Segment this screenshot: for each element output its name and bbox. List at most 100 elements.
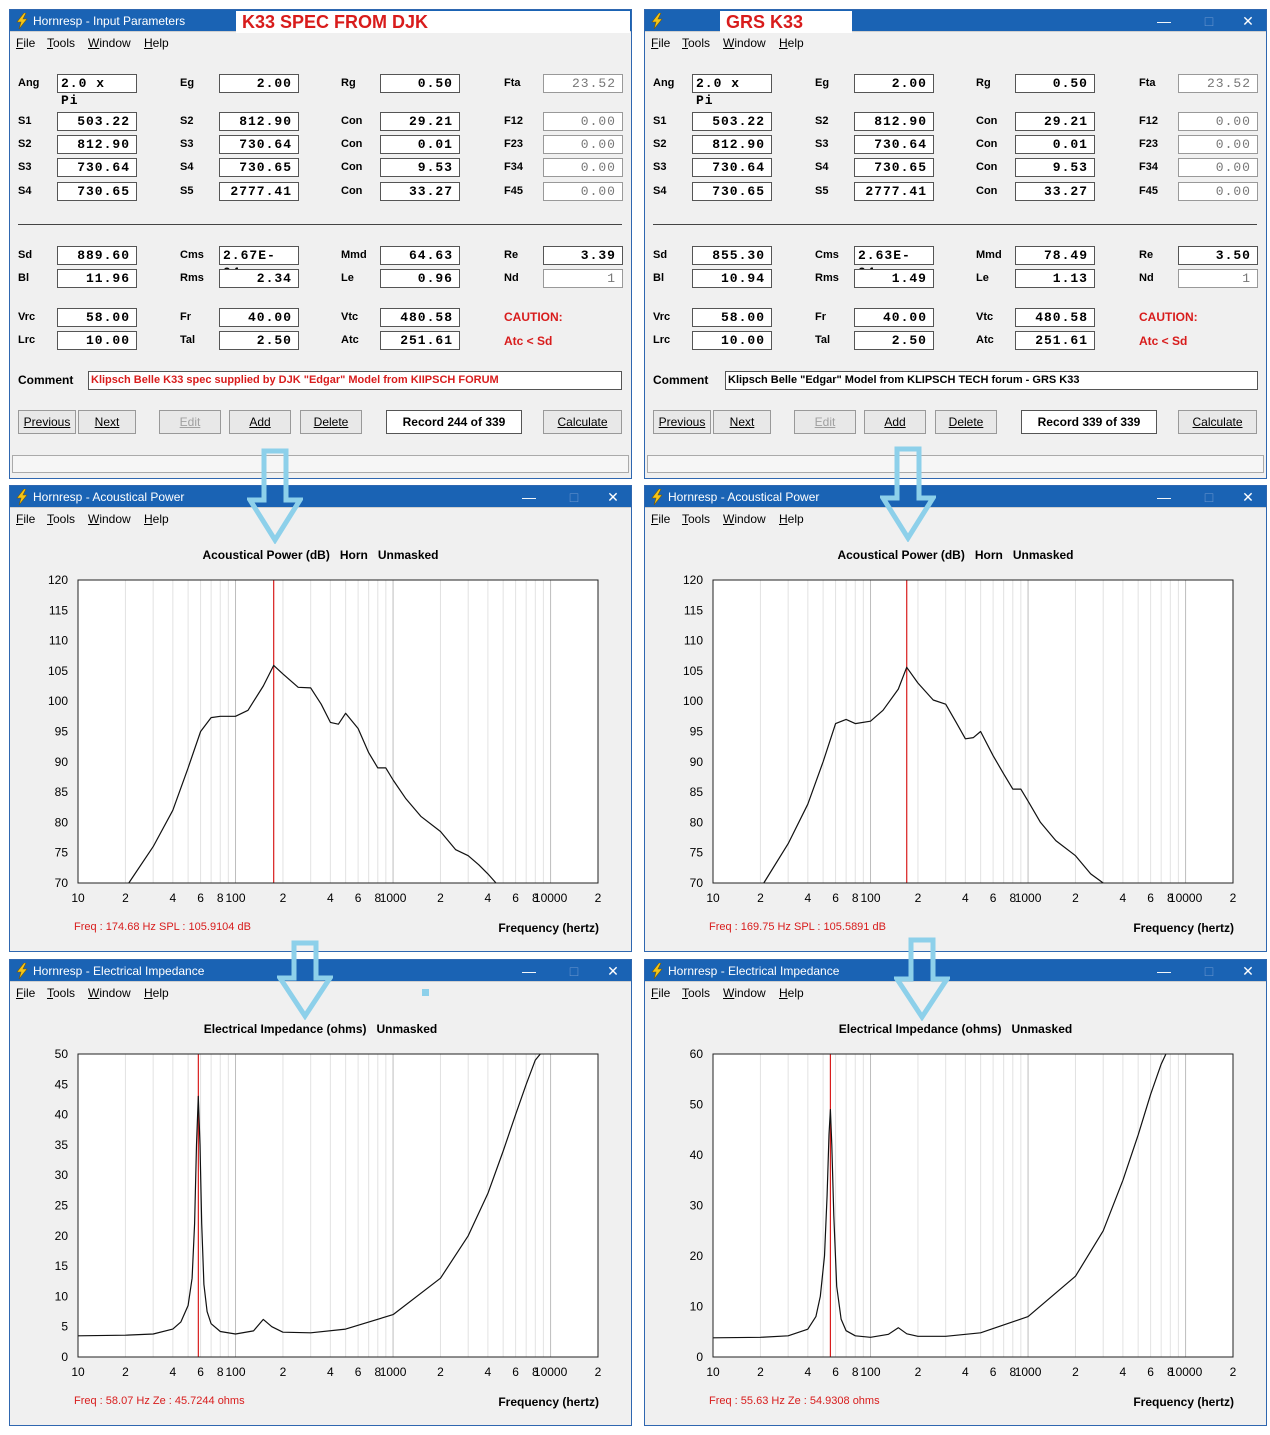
field-s3b[interactable]: 730.64 [692, 158, 772, 177]
minimize-icon[interactable]: — [522, 489, 536, 505]
field-vtc[interactable]: 480.58 [380, 308, 460, 327]
calculate-button[interactable]: Calculate [1178, 410, 1257, 434]
menu-tools[interactable]: Tools [682, 986, 711, 1000]
menu-file[interactable]: File [651, 36, 671, 50]
menu-help[interactable]: Help [779, 36, 804, 50]
field-re[interactable]: 3.50 [1178, 246, 1258, 265]
maximize-icon[interactable]: □ [1204, 489, 1214, 505]
field-s5[interactable]: 2777.41 [854, 182, 934, 201]
field-mmd[interactable]: 64.63 [380, 246, 460, 265]
field-fta[interactable]: 23.52 [543, 74, 623, 93]
field-s1[interactable]: 503.22 [57, 112, 137, 131]
field-f23[interactable]: 0.00 [543, 135, 623, 154]
field-f45[interactable]: 0.00 [1178, 182, 1258, 201]
menu-file[interactable]: File [16, 512, 36, 526]
menu-file[interactable]: File [16, 986, 36, 1000]
field-vrc[interactable]: 58.00 [692, 308, 772, 327]
field-nd[interactable]: 1 [1178, 269, 1258, 288]
menu-window[interactable]: Window [88, 36, 131, 50]
previous-button[interactable]: Previous [653, 410, 711, 434]
field-rg[interactable]: 0.50 [380, 74, 460, 93]
close-icon[interactable]: ✕ [1242, 13, 1254, 29]
field-f12[interactable]: 0.00 [543, 112, 623, 131]
field-cms[interactable]: 2.63E-04 [854, 246, 934, 280]
field-con4[interactable]: 33.27 [1015, 182, 1095, 201]
field-s2b[interactable]: 812.90 [692, 135, 772, 154]
close-icon[interactable]: ✕ [1242, 963, 1254, 979]
field-s5[interactable]: 2777.41 [219, 182, 299, 201]
field-rms[interactable]: 2.34 [219, 269, 299, 288]
field-f45[interactable]: 0.00 [543, 182, 623, 201]
field-cms[interactable]: 2.67E-04 [219, 246, 299, 280]
field-s4b[interactable]: 730.65 [692, 182, 772, 201]
field-s2[interactable]: 812.90 [854, 112, 934, 131]
field-nd[interactable]: 1 [543, 269, 623, 288]
field-fta[interactable]: 23.52 [1178, 74, 1258, 93]
field-con2[interactable]: 0.01 [1015, 135, 1095, 154]
edit-button[interactable]: Edit [159, 410, 221, 434]
calculate-button[interactable]: Calculate [543, 410, 622, 434]
menu-window[interactable]: Window [88, 986, 131, 1000]
field-bl[interactable]: 11.96 [57, 269, 137, 288]
close-icon[interactable]: ✕ [607, 489, 619, 505]
maximize-icon[interactable]: □ [1204, 13, 1214, 29]
close-icon[interactable]: ✕ [1242, 489, 1254, 505]
add-button[interactable]: Add [229, 410, 291, 434]
field-fr[interactable]: 40.00 [854, 308, 934, 327]
maximize-icon[interactable]: □ [569, 963, 579, 979]
field-rms[interactable]: 1.49 [854, 269, 934, 288]
next-button[interactable]: Next [78, 410, 136, 434]
field-bl[interactable]: 10.94 [692, 269, 772, 288]
menu-help[interactable]: Help [144, 512, 169, 526]
menu-tools[interactable]: Tools [47, 512, 76, 526]
field-s4[interactable]: 730.65 [219, 158, 299, 177]
field-con1[interactable]: 29.21 [1015, 112, 1095, 131]
menu-file[interactable]: File [651, 512, 671, 526]
minimize-icon[interactable]: — [1157, 963, 1171, 979]
maximize-icon[interactable]: □ [569, 489, 579, 505]
menu-tools[interactable]: Tools [47, 986, 76, 1000]
field-ang[interactable]: 2.0 x Pi [57, 74, 137, 108]
field-f23[interactable]: 0.00 [1178, 135, 1258, 154]
field-fr[interactable]: 40.00 [219, 308, 299, 327]
minimize-icon[interactable]: — [1157, 489, 1171, 505]
field-s4b[interactable]: 730.65 [57, 182, 137, 201]
field-eg[interactable]: 2.00 [219, 74, 299, 93]
comment-input[interactable]: Klipsch Belle K33 spec supplied by DJK "… [88, 371, 622, 390]
field-eg[interactable]: 2.00 [854, 74, 934, 93]
field-sd[interactable]: 855.30 [692, 246, 772, 265]
menu-file[interactable]: File [651, 986, 671, 1000]
field-rg[interactable]: 0.50 [1015, 74, 1095, 93]
menu-help[interactable]: Help [779, 986, 804, 1000]
field-tal[interactable]: 2.50 [854, 331, 934, 350]
field-mmd[interactable]: 78.49 [1015, 246, 1095, 265]
maximize-icon[interactable]: □ [1204, 963, 1214, 979]
add-button[interactable]: Add [864, 410, 926, 434]
edit-button[interactable]: Edit [794, 410, 856, 434]
field-vtc[interactable]: 480.58 [1015, 308, 1095, 327]
menu-window[interactable]: Window [88, 512, 131, 526]
field-tal[interactable]: 2.50 [219, 331, 299, 350]
field-s1[interactable]: 503.22 [692, 112, 772, 131]
menu-tools[interactable]: Tools [682, 512, 711, 526]
field-f12[interactable]: 0.00 [1178, 112, 1258, 131]
field-re[interactable]: 3.39 [543, 246, 623, 265]
previous-button[interactable]: Previous [18, 410, 76, 434]
field-ang[interactable]: 2.0 x Pi [692, 74, 772, 108]
field-con3[interactable]: 9.53 [1015, 158, 1095, 177]
field-s2b[interactable]: 812.90 [57, 135, 137, 154]
field-sd[interactable]: 889.60 [57, 246, 137, 265]
menu-tools[interactable]: Tools [47, 36, 76, 50]
menu-help[interactable]: Help [144, 36, 169, 50]
field-s3[interactable]: 730.64 [854, 135, 934, 154]
close-icon[interactable]: ✕ [607, 963, 619, 979]
field-con4[interactable]: 33.27 [380, 182, 460, 201]
menu-help[interactable]: Help [144, 986, 169, 1000]
field-vrc[interactable]: 58.00 [57, 308, 137, 327]
menu-file[interactable]: File [16, 36, 36, 50]
field-s4[interactable]: 730.65 [854, 158, 934, 177]
field-con2[interactable]: 0.01 [380, 135, 460, 154]
